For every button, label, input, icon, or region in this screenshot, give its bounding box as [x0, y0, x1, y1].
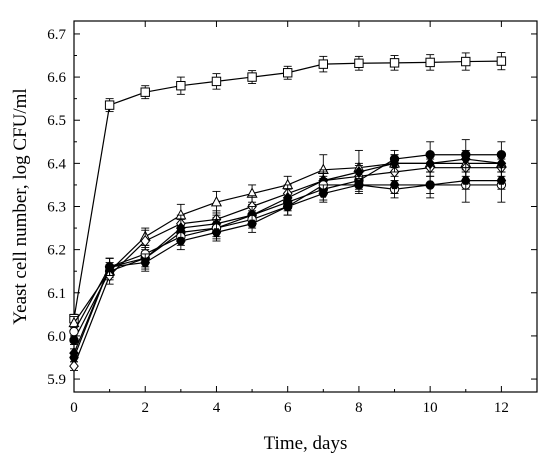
- x-tick-label: 6: [284, 400, 292, 416]
- data-point: [211, 228, 222, 237]
- y-tick-label: 6.1: [47, 286, 66, 302]
- y-tick-label: 6.3: [47, 200, 66, 216]
- data-point: [354, 58, 364, 68]
- data-point: [247, 219, 257, 228]
- data-point: [389, 58, 400, 68]
- data-point: [69, 360, 79, 373]
- y-tick-label: 6.6: [47, 70, 66, 86]
- y-tick-label: 6.0: [47, 329, 66, 345]
- data-point: [425, 157, 435, 170]
- data-point: [140, 87, 150, 97]
- data-point: [69, 335, 79, 345]
- data-point: [460, 176, 471, 185]
- data-point: [176, 81, 186, 91]
- data-point: [318, 59, 329, 69]
- data-point: [389, 157, 400, 170]
- data-point: [282, 202, 293, 211]
- data-point: [496, 56, 507, 66]
- data-point: [176, 236, 186, 246]
- plot-border: [73, 20, 538, 393]
- y-tick-label: 6.7: [47, 27, 66, 43]
- x-tick-label: 2: [141, 400, 149, 416]
- data-point: [389, 180, 400, 190]
- x-axis-title: Time, days: [264, 433, 348, 454]
- series-open-triangle: [68, 149, 507, 330]
- x-tick-label: 4: [213, 400, 221, 416]
- data-point: [104, 262, 115, 272]
- x-tick-label: 10: [423, 400, 438, 416]
- x-axis-ticks: 0 2 4 6 8 10 12: [70, 21, 509, 416]
- data-point: [282, 68, 293, 78]
- x-tick-label: 12: [494, 400, 509, 416]
- data-point: [425, 180, 435, 190]
- y-axis-title: Yeast cell number, log CFU/ml: [10, 88, 31, 324]
- data-point: [461, 56, 471, 67]
- data-point: [496, 176, 507, 185]
- data-point: [104, 100, 115, 110]
- data-point: [69, 353, 79, 362]
- series-layer: [68, 52, 507, 373]
- y-axis-ticks: 5.9 6.0 6.1 6.2 6.3 6.4 6.5 6.6 6.7: [47, 27, 537, 388]
- data-point: [68, 316, 80, 328]
- x-tick-label: 8: [355, 400, 363, 416]
- y-tick-label: 6.2: [47, 243, 66, 259]
- y-tick-label: 6.5: [47, 113, 66, 129]
- series-filled-circle: [69, 139, 507, 345]
- data-point: [354, 180, 364, 190]
- data-point: [140, 258, 151, 267]
- data-point: [210, 195, 222, 207]
- series-open-square: [69, 52, 507, 324]
- data-point: [69, 326, 79, 337]
- data-point: [425, 57, 435, 68]
- data-point: [460, 153, 471, 166]
- series-filled-hexagon: [69, 171, 507, 363]
- plot-frame: [73, 20, 538, 393]
- y-tick-label: 6.4: [47, 156, 66, 172]
- data-point: [211, 76, 222, 87]
- y-tick-label: 5.9: [47, 372, 66, 388]
- data-point: [247, 72, 257, 82]
- data-point: [318, 189, 329, 198]
- x-tick-label: 0: [70, 400, 78, 416]
